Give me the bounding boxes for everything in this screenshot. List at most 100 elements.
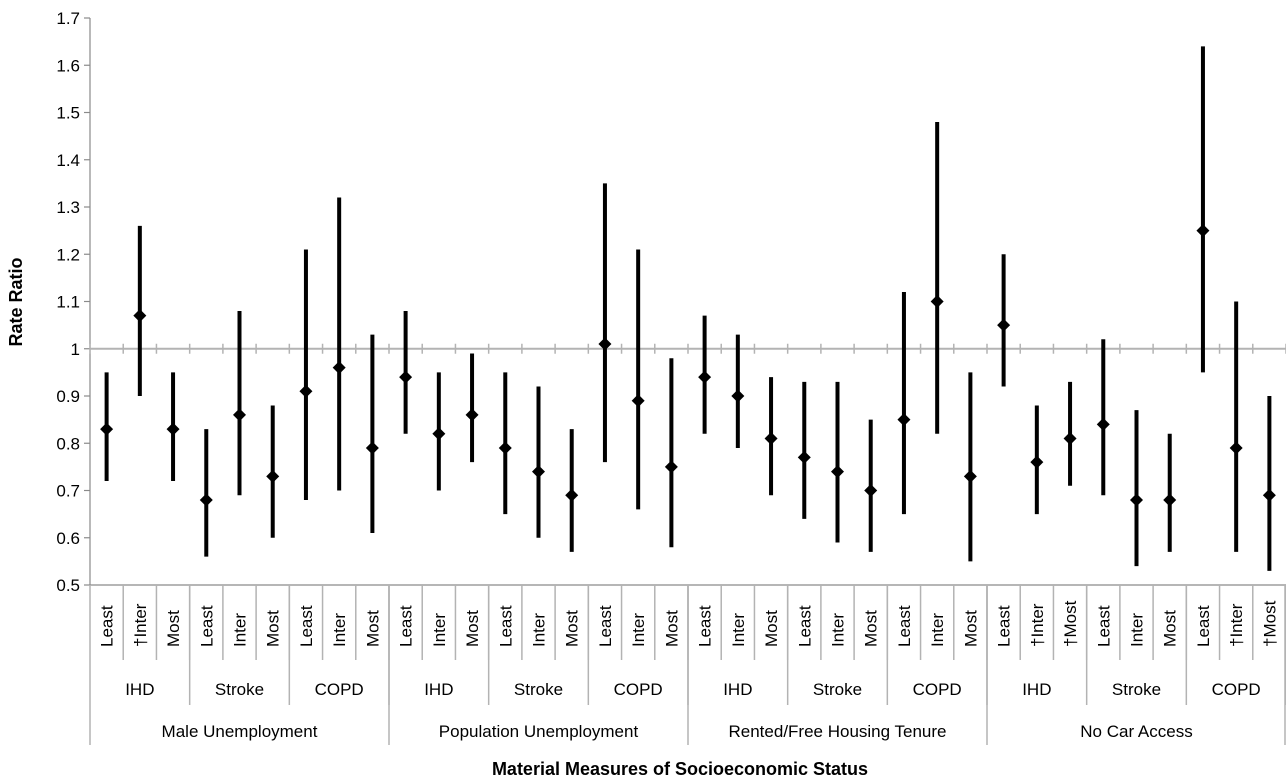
axes [84,17,1286,745]
level-label: †Inter [131,603,150,647]
outcome-label: COPD [913,680,962,699]
category-axis: Least †Inter Most IHD Least Inter Most Stroke Le… [98,600,1280,741]
level-label: Most [363,610,382,647]
level-label: Most [1161,610,1180,647]
level-label: Least [995,605,1014,647]
y-tick-label: 0.7 [56,482,80,501]
level-label: Inter [530,613,549,647]
point-estimate-marker [698,370,712,384]
y-tick-label: 1.7 [56,9,80,28]
point-estimate-marker [598,337,612,351]
outcome-label: Stroke [215,680,264,699]
level-label: †Most [1260,600,1279,647]
y-tick-label: 1.3 [56,198,80,217]
level-label: Inter [928,613,947,647]
point-estimate-marker [731,389,745,403]
point-estimate-marker [100,422,114,436]
level-label: Most [164,610,183,647]
point-estimate-marker [532,465,545,479]
point-estimate-marker [1063,432,1077,446]
measure-label: Population Unemployment [439,722,639,741]
level-label: Inter [330,613,349,647]
outcome-label: Stroke [1112,680,1161,699]
level-label: Least [496,605,515,647]
point-estimate-marker [199,493,213,507]
point-estimate-marker [997,318,1011,332]
level-label: †Inter [1028,603,1047,647]
point-estimate-marker [1229,441,1243,455]
outcome-label: IHD [1022,680,1051,699]
y-tick-label: 0.8 [56,434,80,453]
point-estimate-marker [465,408,479,422]
y-tick-label: 1.6 [56,56,80,75]
point-estimate-marker [1096,417,1110,431]
point-estimate-marker [1030,455,1044,469]
point-estimate-marker [1262,488,1276,502]
level-label: Least [297,605,316,647]
point-estimate-marker [1196,224,1210,238]
outcome-label: IHD [424,680,453,699]
level-label: †Inter [1227,603,1246,647]
level-label: Inter [1128,613,1147,647]
level-label: Least [596,605,615,647]
level-label: Least [98,605,117,647]
y-tick-label: 0.5 [56,576,80,595]
level-label: Least [197,605,216,647]
point-estimate-marker [864,484,878,497]
y-tick-label: 1.4 [56,151,80,170]
point-estimate-marker [930,295,944,308]
level-label: Most [463,610,482,647]
level-label: Inter [231,613,250,647]
level-label: Most [662,610,681,647]
outcome-label: COPD [1212,680,1261,699]
point-estimate-marker [1130,493,1143,507]
y-axis-title: Rate Ratio [6,257,26,346]
level-label: Least [397,605,416,647]
level-label: †Most [1061,600,1080,647]
y-tick-label: 0.6 [56,529,80,548]
level-label: Least [1194,605,1213,647]
point-estimate-marker [831,465,844,479]
point-estimate-marker [897,413,911,427]
point-estimate-marker [963,469,977,483]
measure-label: No Car Access [1080,722,1192,741]
outcome-label: COPD [315,680,364,699]
point-estimate-marker [764,432,778,446]
outcome-label: IHD [723,680,752,699]
outcome-label: COPD [614,680,663,699]
point-estimate-marker [133,309,147,323]
level-label: Inter [729,613,748,647]
point-estimate-marker [233,408,246,422]
y-tick-label: 1.2 [56,245,80,264]
x-axis-title: Material Measures of Socioeconomic Statu… [492,759,868,779]
level-label: Most [762,610,781,647]
level-label: Inter [829,613,848,647]
point-estimate-marker [266,469,280,483]
y-tick-label: 1.1 [56,293,80,312]
outcome-label: IHD [125,680,154,699]
level-label: Inter [629,613,648,647]
level-label: Least [1094,605,1113,647]
outcome-label: Stroke [813,680,862,699]
y-tick-label: 1 [71,340,80,359]
point-estimate-marker [664,460,678,474]
level-label: Least [795,605,814,647]
outcome-label: Stroke [514,680,563,699]
y-tick-label: 0.9 [56,387,80,406]
point-estimate-marker [166,422,180,436]
point-estimate-marker [399,370,413,384]
level-label: Most [563,610,582,647]
data-series [100,46,1276,571]
point-estimate-marker [797,450,811,464]
level-label: Least [696,605,715,647]
point-estimate-marker [432,427,446,441]
point-estimate-marker [1163,493,1177,507]
level-label: Most [862,610,881,647]
y-tick-label: 1.5 [56,104,80,123]
measure-label: Rented/Free Housing Tenure [729,722,947,741]
point-estimate-marker [631,394,645,408]
level-label: Least [895,605,914,647]
point-estimate-marker [299,384,313,398]
point-estimate-marker [498,441,512,455]
